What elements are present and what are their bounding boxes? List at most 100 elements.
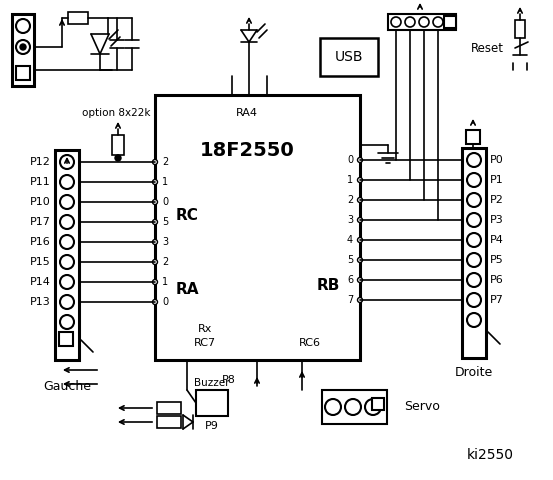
Text: RC: RC: [175, 207, 199, 223]
Text: 3: 3: [347, 215, 353, 225]
Text: P5: P5: [490, 255, 504, 265]
Circle shape: [60, 235, 74, 249]
Circle shape: [357, 178, 363, 182]
Circle shape: [467, 313, 481, 327]
Bar: [466, 130, 480, 144]
Text: P2: P2: [490, 195, 504, 205]
Bar: [59, 332, 73, 346]
Text: RA4: RA4: [236, 108, 258, 118]
Circle shape: [357, 157, 363, 163]
Circle shape: [153, 240, 158, 244]
Text: 1: 1: [162, 177, 168, 187]
Circle shape: [60, 215, 74, 229]
Circle shape: [467, 233, 481, 247]
Circle shape: [357, 257, 363, 263]
Circle shape: [357, 217, 363, 223]
Circle shape: [467, 253, 481, 267]
Circle shape: [357, 197, 363, 203]
Text: P17: P17: [30, 217, 51, 227]
Circle shape: [467, 213, 481, 227]
Text: 0: 0: [162, 297, 168, 307]
Text: 2: 2: [162, 257, 168, 267]
Circle shape: [419, 17, 429, 27]
Text: Servo: Servo: [404, 400, 440, 413]
Text: P4: P4: [490, 235, 504, 245]
Text: Droite: Droite: [455, 365, 493, 379]
Bar: [157, 402, 181, 414]
Text: 6: 6: [347, 275, 353, 285]
Bar: [16, 66, 30, 80]
Text: P3: P3: [490, 215, 504, 225]
Circle shape: [60, 195, 74, 209]
Text: USB: USB: [335, 50, 363, 64]
Circle shape: [365, 399, 381, 415]
Circle shape: [467, 273, 481, 287]
Circle shape: [405, 17, 415, 27]
Text: RA: RA: [175, 283, 199, 298]
Circle shape: [16, 19, 30, 33]
Circle shape: [325, 399, 341, 415]
Text: P11: P11: [30, 177, 51, 187]
Bar: [320, 38, 378, 76]
Text: RC7: RC7: [194, 338, 216, 348]
Text: P15: P15: [30, 257, 51, 267]
Text: 5: 5: [162, 217, 168, 227]
Text: P1: P1: [490, 175, 504, 185]
Circle shape: [153, 279, 158, 285]
Bar: [372, 398, 384, 410]
Bar: [12, 14, 34, 86]
Text: P10: P10: [30, 197, 51, 207]
Text: P12: P12: [30, 157, 51, 167]
Circle shape: [153, 219, 158, 225]
Circle shape: [16, 40, 30, 54]
Circle shape: [357, 277, 363, 283]
Bar: [157, 416, 181, 428]
Circle shape: [60, 295, 74, 309]
Text: 7: 7: [347, 295, 353, 305]
Bar: [155, 95, 360, 360]
Bar: [462, 148, 486, 358]
Text: Rx: Rx: [198, 324, 212, 334]
Text: 1: 1: [162, 277, 168, 287]
Bar: [322, 390, 387, 424]
Circle shape: [153, 260, 158, 264]
Bar: [515, 20, 525, 38]
Text: RC6: RC6: [299, 338, 321, 348]
Circle shape: [153, 200, 158, 204]
Circle shape: [115, 155, 121, 161]
Bar: [112, 135, 124, 155]
Circle shape: [357, 298, 363, 302]
Circle shape: [153, 180, 158, 184]
Circle shape: [467, 193, 481, 207]
Text: 1: 1: [347, 175, 353, 185]
Bar: [196, 390, 228, 416]
Text: P7: P7: [490, 295, 504, 305]
Bar: [55, 150, 79, 360]
Text: 2: 2: [162, 157, 168, 167]
Bar: [444, 16, 456, 28]
Circle shape: [60, 275, 74, 289]
Circle shape: [153, 300, 158, 304]
Text: Reset: Reset: [471, 41, 504, 55]
Text: P6: P6: [490, 275, 504, 285]
Circle shape: [60, 175, 74, 189]
Circle shape: [60, 255, 74, 269]
Bar: [68, 12, 88, 24]
Text: 18F2550: 18F2550: [200, 141, 295, 159]
Circle shape: [153, 159, 158, 165]
Text: Buzzer: Buzzer: [194, 378, 229, 388]
Circle shape: [433, 17, 443, 27]
Text: Gauche: Gauche: [43, 380, 91, 393]
Text: P8: P8: [222, 375, 236, 385]
Text: P0: P0: [490, 155, 504, 165]
Circle shape: [391, 17, 401, 27]
Circle shape: [467, 173, 481, 187]
Text: RB: RB: [316, 277, 340, 292]
Text: P14: P14: [30, 277, 51, 287]
Text: P16: P16: [30, 237, 51, 247]
Text: 5: 5: [347, 255, 353, 265]
Text: P13: P13: [30, 297, 51, 307]
Circle shape: [467, 293, 481, 307]
Circle shape: [345, 399, 361, 415]
Text: P9: P9: [205, 421, 219, 431]
